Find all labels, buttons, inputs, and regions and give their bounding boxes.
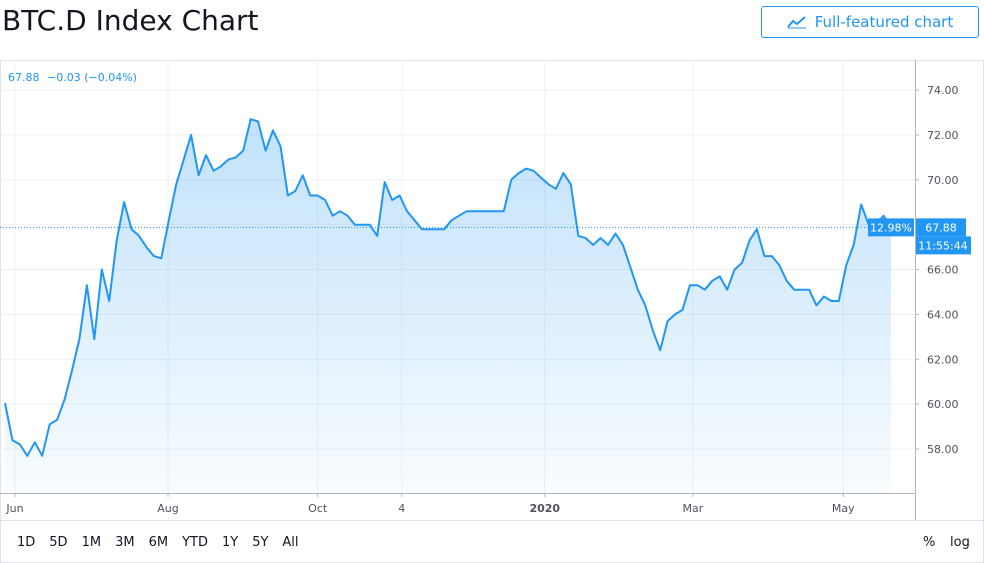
range-button[interactable]: YTD xyxy=(181,535,208,550)
price-line xyxy=(4,118,892,457)
time-tag xyxy=(916,236,971,255)
range-button[interactable]: 1Y xyxy=(222,535,238,550)
pct-tag xyxy=(868,218,914,237)
y-tick-label: 58.00 xyxy=(927,443,959,456)
scale-button[interactable]: log xyxy=(950,535,970,550)
x-tick-label: 2020 xyxy=(529,502,560,515)
x-tick-label: Mar xyxy=(683,502,704,515)
legend-change: −0.03 (−0.04%) xyxy=(47,71,137,84)
y-tick-label: 72.00 xyxy=(927,129,959,142)
full-chart-button[interactable]: Full-featured chart xyxy=(761,6,979,38)
button-label: Full-featured chart xyxy=(814,13,954,31)
range-button[interactable]: All xyxy=(282,535,298,550)
price-tag xyxy=(916,218,966,237)
price-tag-text: 67.88 xyxy=(925,221,957,234)
y-tick-label: 70.00 xyxy=(927,174,959,187)
x-tick-label: Aug xyxy=(157,502,178,515)
y-tick-label: 60.00 xyxy=(927,398,959,411)
x-tick-label: 4 xyxy=(398,502,405,515)
x-tick-label: Oct xyxy=(308,502,328,515)
pct-tag-text: 12.98% xyxy=(870,221,912,234)
range-button[interactable]: 1M xyxy=(82,535,102,550)
scale-button[interactable]: % xyxy=(923,535,935,550)
y-tick-label: 62.00 xyxy=(927,353,959,366)
x-tick-label: May xyxy=(832,502,855,515)
page-title: BTC.D Index Chart xyxy=(2,4,259,37)
time-tag-text: 11:55:44 xyxy=(918,239,967,252)
y-tick-label: 66.00 xyxy=(927,264,959,277)
range-button[interactable]: 1D xyxy=(17,535,35,550)
chart: 67.88 −0.03 (−0.04%) 58.00 60.00 62.00 64.0… xyxy=(0,60,984,563)
y-tick-label: 74.00 xyxy=(927,84,959,97)
y-tick-label: 64.00 xyxy=(927,308,959,321)
chart-icon xyxy=(786,16,806,29)
range-button[interactable]: 5Y xyxy=(252,535,268,550)
range-button[interactable]: 6M xyxy=(149,535,169,550)
legend-value: 67.88 xyxy=(8,71,40,84)
range-button[interactable]: 3M xyxy=(115,535,135,550)
range-button[interactable]: 5D xyxy=(49,535,67,550)
area xyxy=(4,119,891,493)
x-tick-label: Jun xyxy=(5,502,23,515)
